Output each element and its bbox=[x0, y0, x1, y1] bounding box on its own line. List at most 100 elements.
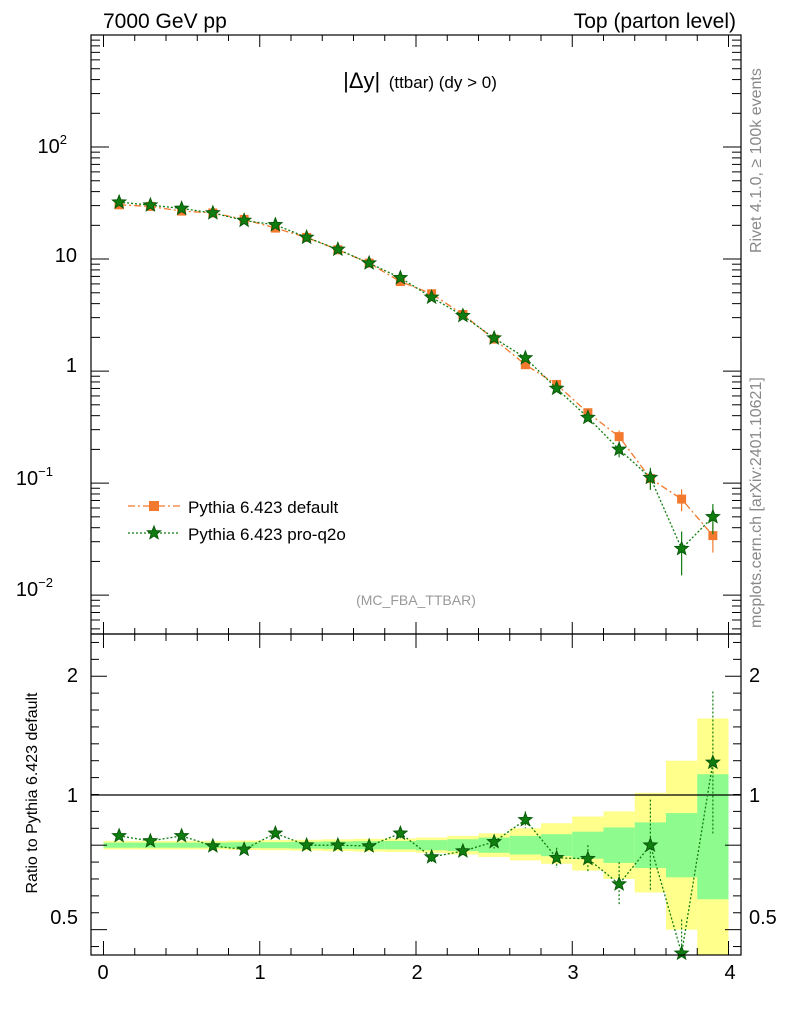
data-point-proq2o-0 bbox=[111, 193, 128, 209]
data-point-proq2o-19 bbox=[704, 508, 721, 524]
data-point-proq2o-5 bbox=[267, 216, 284, 232]
main-panel: |Δy| (ttbar) (dy > 0) (MC_FBA_TTBAR) Pyt… bbox=[16, 34, 742, 635]
data-point-proq2o-13 bbox=[517, 349, 534, 365]
legend-entry-default: Pythia 6.423 default bbox=[128, 498, 339, 517]
ratio-point-16 bbox=[611, 875, 628, 891]
y-tick-label-1e2: 102 bbox=[38, 132, 67, 158]
data-point-proq2o-3 bbox=[204, 204, 221, 220]
ratio-y-tick-right-2: 2 bbox=[749, 665, 760, 687]
ratio-point-11 bbox=[454, 842, 471, 858]
ratio-band-green-bin-1 bbox=[134, 842, 166, 848]
ratio-y-tick-right-0.5: 0.5 bbox=[749, 907, 777, 929]
y-tick-label-1e-1-base: 10 bbox=[16, 468, 38, 490]
ratio-bands bbox=[103, 718, 729, 955]
ratio-point-12 bbox=[486, 833, 503, 849]
top-frame bbox=[90, 34, 742, 635]
y-tick-label-10: 10 bbox=[55, 245, 77, 267]
ratio-point-14 bbox=[548, 849, 565, 865]
y-tick-label-1e2-base: 10 bbox=[38, 136, 60, 158]
ratio-point-19 bbox=[704, 754, 721, 770]
y-tick-label-1: 1 bbox=[66, 355, 77, 377]
ratio-point-8 bbox=[361, 837, 378, 853]
header-left-label: 7000 GeV pp bbox=[103, 10, 227, 33]
top-series-group bbox=[111, 193, 721, 576]
y-tick-label-1e-2: 10−2 bbox=[16, 575, 53, 601]
watermark-label: (MC_FBA_TTBAR) bbox=[356, 592, 476, 608]
data-point-proq2o-10 bbox=[423, 288, 440, 305]
ratio-point-10 bbox=[423, 848, 440, 864]
x-tick-label-4: 4 bbox=[724, 962, 735, 984]
ratio-point-6 bbox=[298, 836, 315, 852]
ratio-band-green-bin-2 bbox=[166, 842, 198, 848]
ratio-point-13 bbox=[517, 811, 534, 827]
data-point-proq2o-6 bbox=[298, 229, 315, 245]
ratio-y-tick-1: 1 bbox=[67, 785, 78, 807]
ratio-point-0 bbox=[111, 827, 128, 843]
ratio-y-tick-right-1: 1 bbox=[749, 785, 760, 807]
ratio-point-7 bbox=[329, 836, 346, 852]
ratio-band-green-bin-5 bbox=[259, 842, 291, 849]
data-point-proq2o-16 bbox=[611, 441, 628, 457]
y-tick-label-1e-2-exp: −2 bbox=[38, 575, 53, 590]
ratio-y-label: Ratio to Pythia 6.423 default bbox=[24, 692, 41, 894]
series-line-proq2o bbox=[119, 201, 714, 550]
ratio-point-5 bbox=[267, 824, 284, 841]
ratio-y-tick-2: 2 bbox=[67, 665, 78, 687]
ratio-point-4 bbox=[236, 841, 253, 857]
plot-title-sub: (ttbar) (dy > 0) bbox=[389, 73, 497, 92]
data-point-proq2o-9 bbox=[392, 269, 409, 285]
data-point-default-9 bbox=[395, 277, 405, 287]
ratio-point-18 bbox=[673, 944, 690, 961]
data-point-proq2o-18 bbox=[673, 540, 690, 556]
ratio-band-green-bin-13 bbox=[509, 835, 541, 855]
data-point-proq2o-14 bbox=[548, 380, 565, 396]
data-point-default-18 bbox=[677, 494, 687, 504]
data-point-proq2o-8 bbox=[361, 254, 378, 270]
ratio-axes bbox=[90, 633, 742, 956]
x-tick-label-2: 2 bbox=[411, 962, 422, 984]
ratio-band-green-bin-9 bbox=[384, 840, 416, 850]
data-point-proq2o-11 bbox=[454, 307, 471, 323]
ratio-point-3 bbox=[204, 837, 221, 853]
x-tick-label-3: 3 bbox=[567, 962, 578, 984]
legend: Pythia 6.423 default Pythia 6.423 pro-q2… bbox=[128, 498, 346, 544]
mcplots-label: mcplots.cern.ch [arXiv:2401.10621] bbox=[748, 377, 765, 628]
ratio-point-9 bbox=[392, 824, 409, 841]
ratio-panel: Ratio to Pythia 6.423 default 0.5 1 2 0.… bbox=[24, 633, 777, 984]
top-axes bbox=[90, 34, 742, 635]
x-tick-label-1: 1 bbox=[254, 962, 265, 984]
legend-marker-default bbox=[149, 501, 159, 511]
data-point-proq2o-12 bbox=[486, 329, 503, 345]
ratio-point-15 bbox=[579, 850, 596, 866]
ratio-y-tick-0.5: 0.5 bbox=[50, 907, 78, 929]
ratio-band-green-bin-16 bbox=[603, 827, 635, 863]
data-point-default-16 bbox=[614, 432, 624, 442]
ratio-band-green-bin-14 bbox=[541, 834, 573, 857]
legend-marker-proq2o bbox=[146, 524, 162, 540]
data-point-proq2o-17 bbox=[642, 469, 659, 485]
y-tick-label-1e-1: 10−1 bbox=[16, 464, 53, 490]
plot-title-main: |Δy| bbox=[343, 68, 380, 93]
data-point-proq2o-7 bbox=[329, 240, 346, 257]
ratio-point-2 bbox=[173, 827, 190, 843]
ratio-point-17 bbox=[642, 836, 659, 852]
ratio-band-green-bin-10 bbox=[416, 840, 448, 851]
series-line-default bbox=[119, 204, 714, 537]
rivet-label: Rivet 4.1.0, ≥ 100k events bbox=[748, 68, 765, 253]
legend-label-proq2o: Pythia 6.423 pro-q2o bbox=[188, 525, 346, 544]
ratio-band-green-bin-18 bbox=[666, 813, 698, 878]
x-tick-label-0: 0 bbox=[97, 962, 108, 984]
data-point-proq2o-2 bbox=[173, 200, 190, 216]
data-point-default-13 bbox=[520, 360, 530, 370]
y-tick-label-1e2-exp: 2 bbox=[60, 132, 67, 147]
y-tick-label-1e-1-exp: −1 bbox=[38, 464, 53, 479]
y-tick-label-1e-2-base: 10 bbox=[16, 579, 38, 601]
data-point-proq2o-15 bbox=[579, 409, 596, 425]
ratio-series-line bbox=[119, 762, 714, 954]
ratio-point-1 bbox=[142, 832, 159, 848]
ratio-series-group bbox=[111, 691, 721, 961]
header-right-label: Top (parton level) bbox=[574, 10, 736, 33]
data-point-proq2o-1 bbox=[142, 196, 159, 212]
ratio-band-green-bin-0 bbox=[103, 842, 135, 848]
